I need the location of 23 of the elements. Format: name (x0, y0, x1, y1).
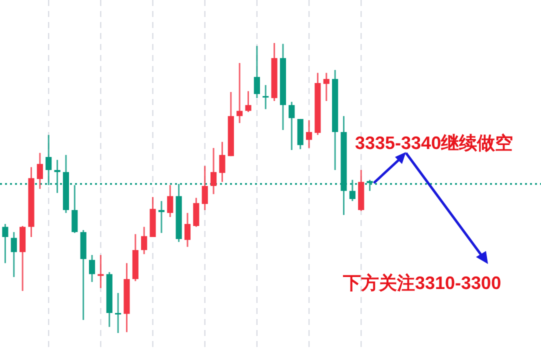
candlestick (306, 119, 312, 149)
candlestick (323, 72, 330, 102)
candlestick (10, 231, 17, 278)
candlestick (193, 197, 200, 228)
candlestick (210, 147, 217, 195)
candlestick (184, 212, 191, 248)
annotation: 下方关注3310-3300 (342, 273, 502, 293)
candlestick (202, 165, 208, 211)
candlestick (158, 200, 164, 234)
candlestick (2, 223, 8, 264)
candlestick (115, 292, 122, 334)
candlestick (88, 254, 96, 283)
candlestick (219, 141, 226, 183)
annotation: 3335-3340继续做空 (355, 133, 514, 153)
candlestick (288, 101, 295, 151)
candlestick (245, 90, 252, 113)
candlestick (36, 152, 43, 190)
candlestick (254, 45, 260, 99)
candlestick (236, 62, 243, 124)
candlestick (167, 184, 174, 218)
candlestick (141, 226, 148, 255)
candlestick (262, 84, 269, 110)
candlestick (98, 254, 104, 289)
